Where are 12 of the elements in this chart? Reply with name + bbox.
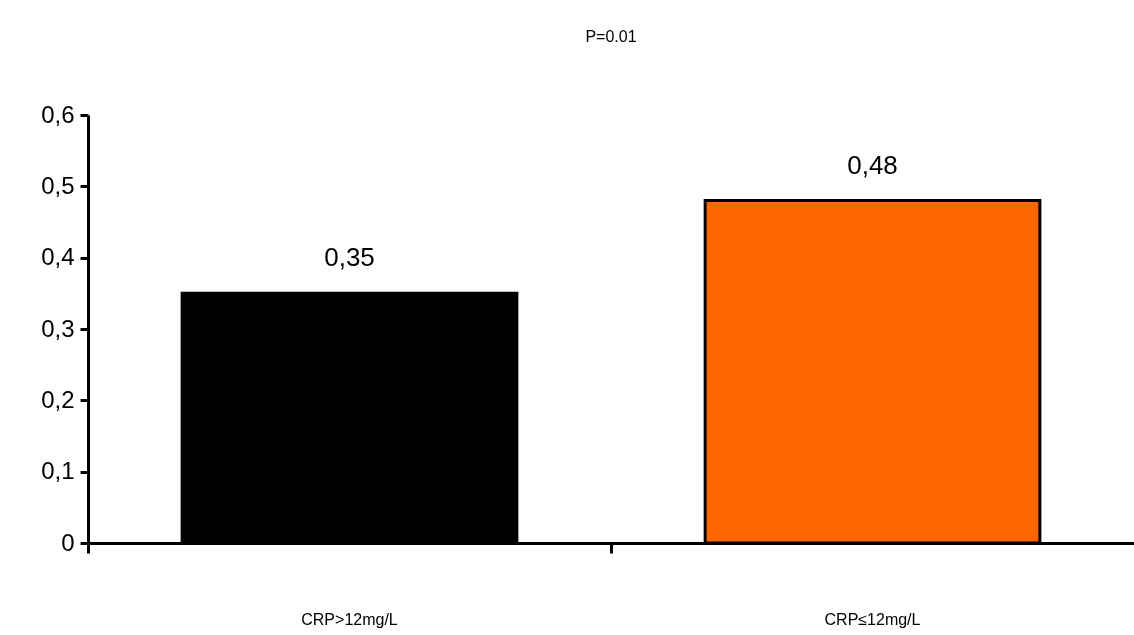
y-tick-label: 0,2	[41, 385, 75, 413]
data-label: 0,48	[847, 149, 898, 180]
y-tick-label: 0,4	[41, 243, 75, 271]
text: P=0.01	[585, 28, 637, 45]
y-tick-label: 0	[61, 528, 75, 556]
y-tick-label: 0,6	[41, 100, 75, 128]
x-tick-label: CRP≤12mg/L	[824, 610, 921, 628]
y-tick-label: 0,1	[41, 457, 75, 485]
y-tick-label: 0,3	[41, 314, 75, 342]
y-tick-label: 0,5	[41, 171, 75, 199]
data-label: 0,35	[324, 242, 375, 273]
x-tick-label: CRP>12mg/L	[301, 610, 398, 628]
